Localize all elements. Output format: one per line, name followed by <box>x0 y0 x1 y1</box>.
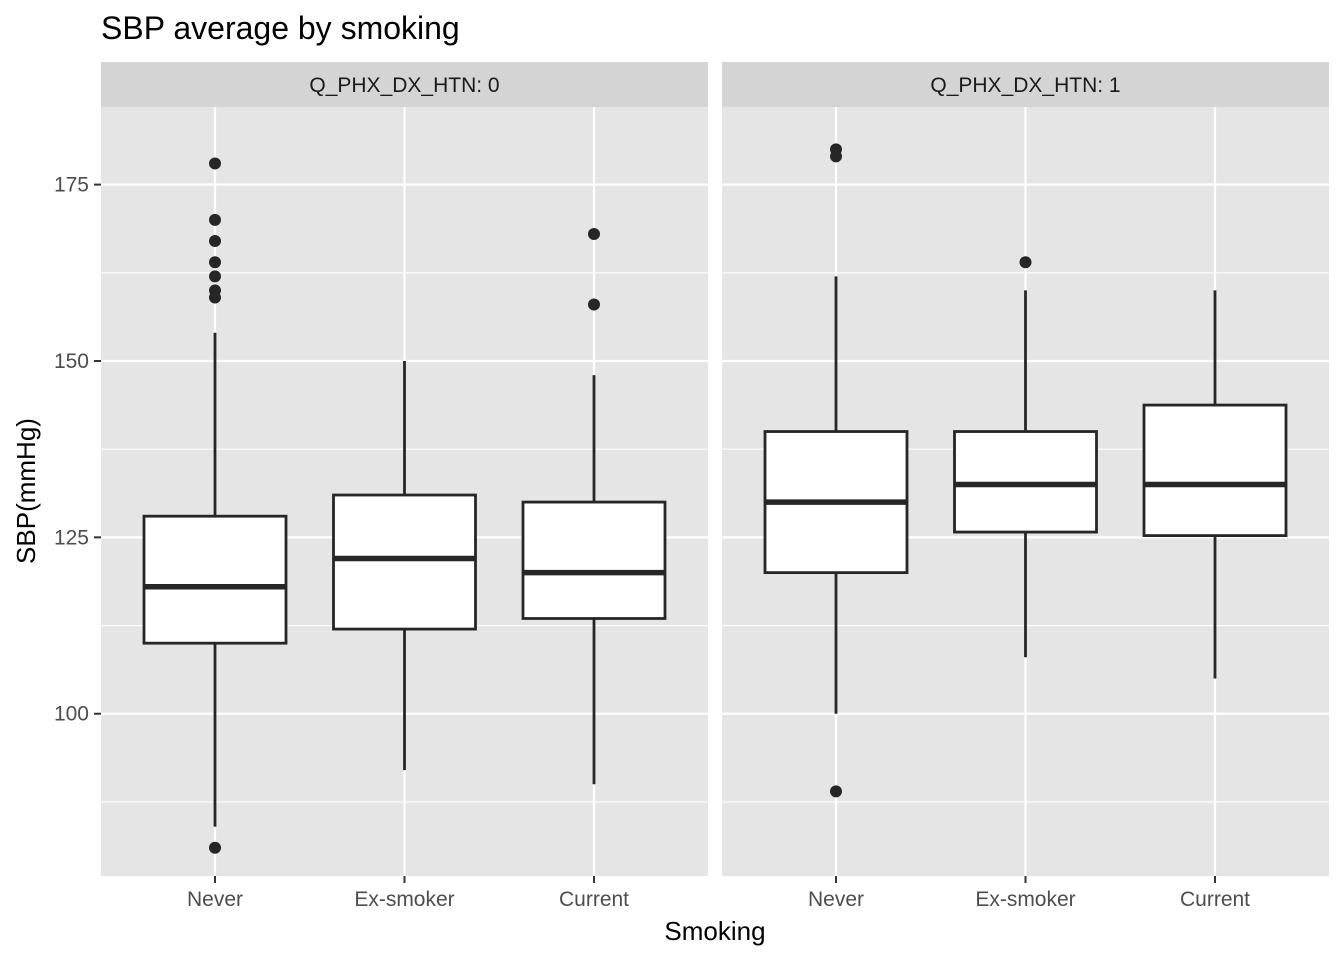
box-0-current <box>521 227 667 785</box>
outlier-point <box>588 298 600 311</box>
x-tick-label-1-1: Ex-smoker <box>975 888 1075 911</box>
outlier-point <box>209 256 221 269</box>
box-1-never <box>763 143 909 798</box>
outlier-point <box>209 157 221 170</box>
facet-strip-1 <box>722 62 1329 107</box>
y-tick-label-2: 150 <box>54 350 89 373</box>
x-tick-label-1-2: Current <box>1180 888 1250 911</box>
facet-strip-label-1: Q_PHX_DX_HTN: 1 <box>930 74 1120 97</box>
outlier-point <box>209 235 221 248</box>
box-1-ex-smoker <box>953 256 1098 658</box>
outlier-point <box>209 841 221 854</box>
y-axis: 100 125 150 175 <box>54 174 101 726</box>
x-tick-label-1-0: Never <box>808 888 864 911</box>
x-axis-title: Smoking <box>664 916 765 946</box>
y-tick-label-0: 100 <box>54 703 89 726</box>
facet-panel-0: Q_PHX_DX_HTN: 0 Never Ex-smoker Current <box>101 62 708 911</box>
outlier-point <box>830 143 842 156</box>
x-tick-label-0-0: Never <box>187 888 243 911</box>
y-tick-label-3: 175 <box>54 174 89 197</box>
x-tick-label-0-1: Ex-smoker <box>354 888 454 911</box>
outlier-point <box>209 284 221 297</box>
y-tick-label-1: 125 <box>54 526 89 549</box>
x-tick-label-0-2: Current <box>559 888 629 911</box>
box-iqr <box>521 500 667 620</box>
chart-title: SBP average by smoking <box>101 10 460 46</box>
facet-strip-label-0: Q_PHX_DX_HTN: 0 <box>309 74 499 97</box>
facet-strip-0 <box>101 62 708 107</box>
outlier-point <box>209 270 221 283</box>
box-iqr <box>142 514 288 645</box>
outlier-point <box>830 785 842 798</box>
y-axis-title: SBP(mmHg) <box>11 418 41 564</box>
box-iqr <box>332 493 477 631</box>
box-0-never <box>142 157 288 854</box>
outlier-point <box>588 227 600 240</box>
outlier-point <box>1019 256 1032 269</box>
box-0-ex-smoker <box>332 360 477 771</box>
facet-panel-1: Q_PHX_DX_HTN: 1 Never Ex-smoker Current <box>722 62 1329 911</box>
outlier-point <box>209 213 221 226</box>
box-iqr <box>1142 403 1288 537</box>
box-1-current <box>1142 290 1288 679</box>
